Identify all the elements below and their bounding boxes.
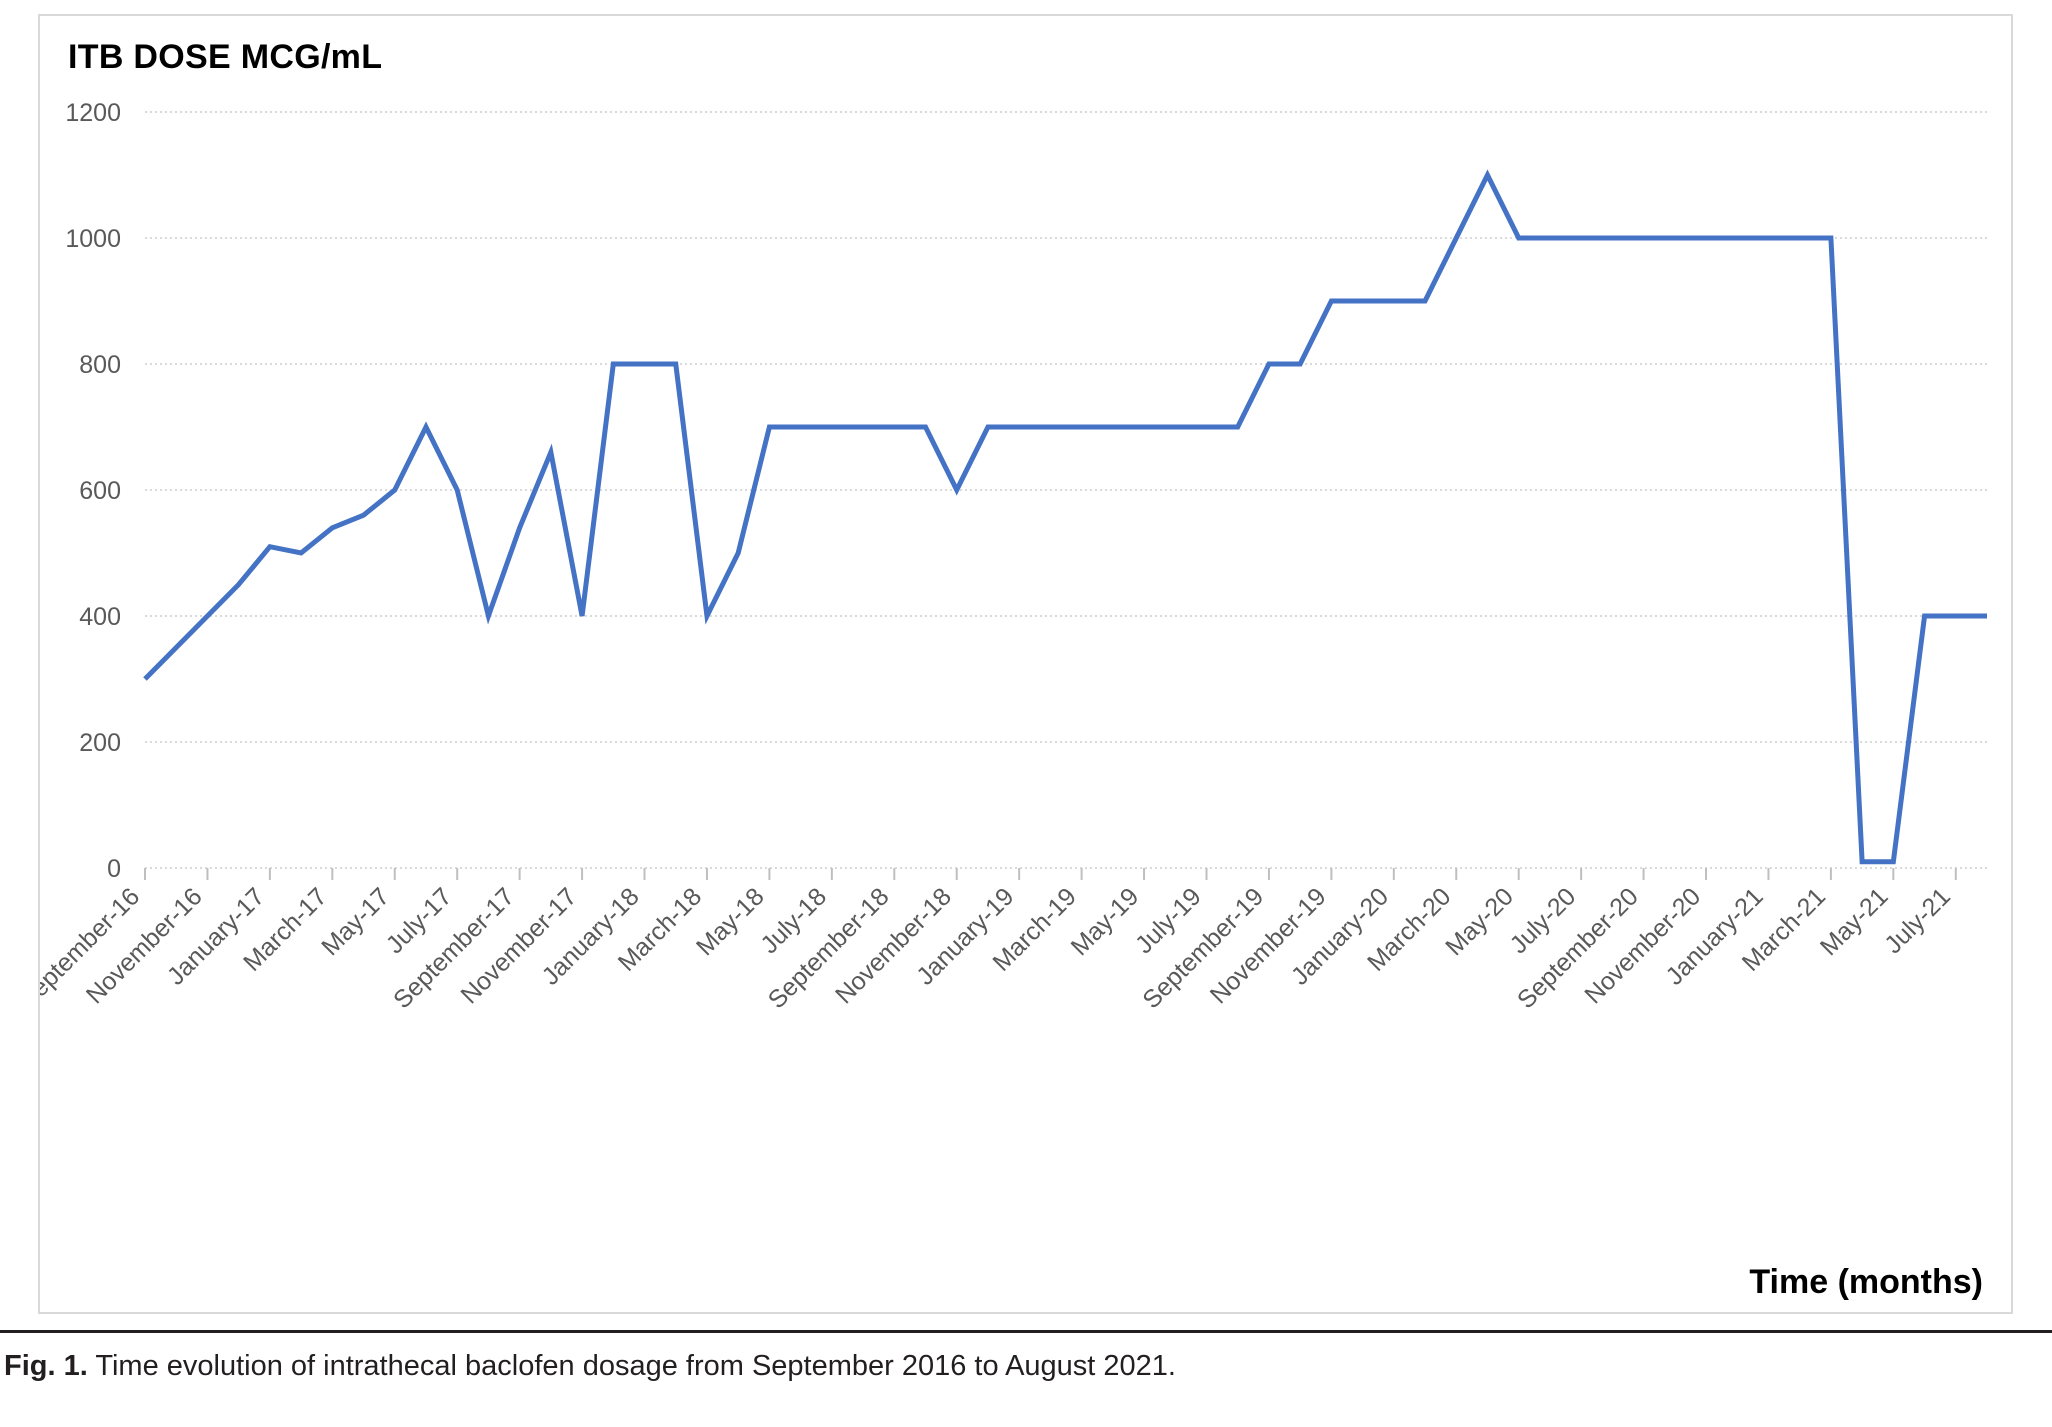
y-tick-labels-group: 0 200 400 600 800 1000 1200 (65, 99, 121, 883)
x-tick-label: May-17 (316, 882, 395, 961)
line-chart-plot: 0 200 400 600 800 1000 1200 September-16Novemb… (40, 99, 1987, 1014)
caption-divider (0, 1330, 2052, 1333)
x-tick-labels-group: September-16November-16January-17March-1… (40, 882, 1956, 1014)
x-tick-label: May-19 (1066, 882, 1145, 961)
gridlines-group (145, 111, 1987, 869)
y-tick-label: 400 (79, 603, 121, 631)
figure-caption: Fig. 1. Time evolution of intrathecal ba… (4, 1348, 2004, 1384)
x-tick-label: May-20 (1440, 882, 1519, 961)
figure-caption-label: Fig. 1. (4, 1350, 88, 1382)
y-tick-label: 200 (79, 729, 121, 757)
x-tick-label: July-21 (1879, 882, 1956, 959)
y-tick-label: 600 (79, 477, 121, 505)
y-tick-label: 800 (79, 351, 121, 379)
chart-title: ITB DOSE MCG/mL (68, 38, 383, 76)
data-series-line (143, 169, 1987, 865)
y-tick-label: 0 (107, 855, 121, 883)
chart-figure-frame: ITB DOSE MCG/mL 0 200 400 600 800 1000 1200 Se… (38, 14, 2013, 1314)
y-tick-label: 1200 (65, 99, 121, 127)
figure-caption-text: Time evolution of intrathecal baclofen d… (87, 1350, 1176, 1382)
x-tick-label: May-21 (1815, 882, 1894, 961)
x-tick-label: May-18 (691, 882, 770, 961)
x-tick-marks-group (144, 868, 1957, 880)
y-tick-label: 1000 (65, 225, 121, 253)
x-axis-title: Time (months) (1749, 1263, 1983, 1301)
